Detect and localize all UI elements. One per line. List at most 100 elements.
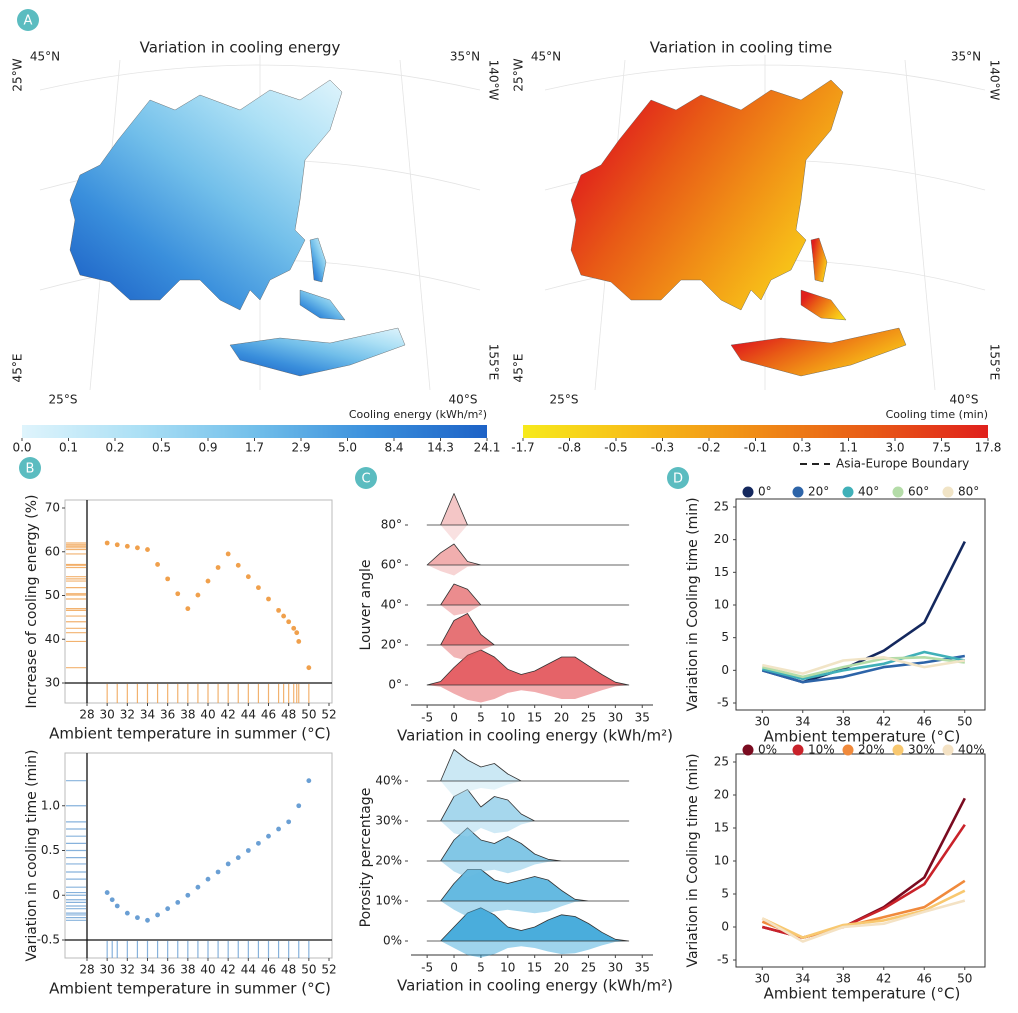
x-tick-label: 15 [527,711,542,725]
point [124,910,130,916]
point [145,547,150,552]
point [145,917,150,923]
x-tick-label: 20 [554,961,569,975]
ridge-mirror [427,861,629,878]
map-coordinate-label: 140°W [988,60,1002,101]
map-coordinate-label: 40°S [449,393,478,407]
x-tick-label: 42 [221,963,236,977]
y-tick-label: -0.5 [37,933,60,947]
ridge [426,493,630,526]
point [286,819,292,825]
point [306,665,312,671]
series-line [761,899,966,943]
x-tick-label: 0 [450,711,458,725]
x-tick-label: 30 [608,711,623,725]
point [276,607,281,613]
point [155,562,160,567]
x-tick-label: -5 [421,711,433,725]
point [104,890,110,895]
x-tick-label: 44 [241,963,256,977]
y-tick-label: 20° [381,638,402,652]
legend-label: 80° [958,485,979,499]
colorbar [523,425,988,438]
legend-swatch [792,744,804,756]
panel-badge [667,467,689,489]
y-tick-label: 10 [714,854,729,868]
x-axis-label: Ambient temperature (°C) [764,985,961,1003]
x-tick-label: 25 [581,961,596,975]
colorbar-tick-label: 5.0 [338,441,357,455]
y-tick-label: 15 [714,821,729,835]
x-tick-label: 36 [160,708,175,722]
point [245,848,251,853]
map-coordinate-label: 155°E [487,344,501,381]
x-tick-label: 50 [301,708,316,722]
x-tick-label: 50 [957,715,972,729]
x-tick-label: 30 [755,972,770,986]
colorbar-tick-label: 1.1 [839,441,858,455]
map-coordinate-label: 140°W [487,60,501,101]
point [266,833,271,839]
point [104,540,110,546]
plot-frame [64,752,333,959]
y-tick-label: 15 [714,565,729,579]
colorbar-tick-label: 17.8 [975,441,1002,455]
x-tick-label: 40 [200,708,215,722]
panel-label: A [24,14,33,29]
x-tick-label: 30 [100,708,115,722]
point [276,826,281,832]
x-tick-label: 42 [221,708,236,722]
y-tick-label: 0.5 [41,843,60,857]
legend-label: 20% [858,743,885,757]
y-tick-label: 0% [383,934,402,948]
ridge-mirror [427,525,629,541]
x-tick-label: 32 [120,708,135,722]
x-tick-label: 38 [180,708,195,722]
map-title: Variation in cooling time [650,39,832,57]
x-tick-label: 52 [321,963,336,977]
x-tick-label: 5 [477,961,485,975]
x-tick-label: 5 [477,711,485,725]
point [114,903,120,909]
x-tick-label: 30 [755,715,770,729]
y-tick-label: 40° [381,598,402,612]
x-tick-label: 34 [140,963,155,977]
colorbar-tick-label: 14.3 [427,441,454,455]
point [215,565,221,570]
legend-swatch [892,744,904,756]
map-landmass [570,79,907,377]
colorbar-tick-label: 0.1 [59,441,78,455]
colorbar-tick-label: 0.2 [105,441,124,455]
colorbar-tick-label: 8.4 [384,441,403,455]
point [114,542,120,548]
panel-badge [355,467,377,489]
map-coordinate-label: 25°S [550,393,579,407]
point [266,596,271,602]
y-tick-label: 25 [714,500,729,514]
point [225,551,231,557]
colorbar-tick-label: -0.2 [697,441,720,455]
colorbar-tick-label: -0.3 [651,441,674,455]
x-tick-label: 15 [527,961,542,975]
point [286,619,292,625]
point [195,884,201,890]
x-tick-label: 38 [836,972,851,986]
legend-swatch [892,486,904,498]
ridge-mirror [427,821,629,837]
legend-swatch [792,486,804,498]
x-tick-label: 34 [140,708,155,722]
legend-label: 20° [808,485,829,499]
colorbar-tick-label: 3.0 [885,441,904,455]
colorbar [22,425,487,438]
series-line [761,656,965,679]
map-coordinate-label: 25°W [11,58,25,91]
x-tick-label: 46 [261,963,276,977]
y-tick-label: -5 [717,696,729,710]
x-axis-label: Ambient temperature in summer (°C) [49,725,331,743]
point [195,592,201,598]
point [281,613,287,619]
map-title: Variation in cooling energy [140,39,341,57]
ridge [426,613,630,646]
point [294,630,300,636]
ridge [426,907,630,942]
